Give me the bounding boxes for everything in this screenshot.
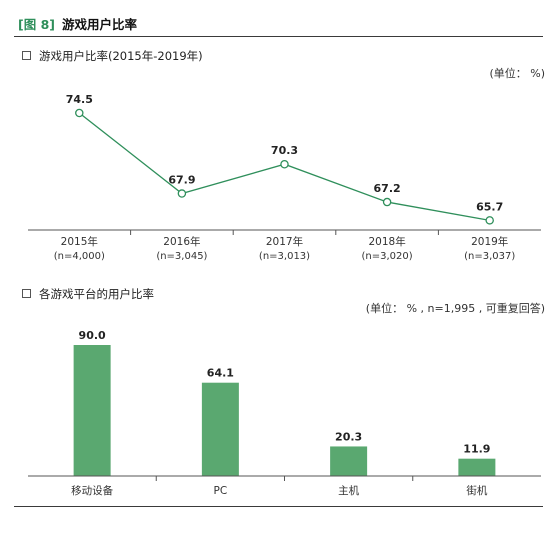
data-label: 65.7 bbox=[476, 200, 503, 213]
figure-header: [图 8] 游戏用户比率 bbox=[14, 14, 543, 36]
data-label: 90.0 bbox=[79, 329, 106, 342]
sample-size-label: (n=4,000) bbox=[54, 251, 105, 262]
x-tick-label: 2015年 bbox=[61, 235, 98, 248]
sample-size-label: (n=3,013) bbox=[259, 251, 310, 262]
x-tick-label: 2017年 bbox=[266, 235, 303, 248]
square-bullet-icon bbox=[22, 51, 31, 60]
sample-size-label: (n=3,037) bbox=[464, 251, 515, 262]
data-point bbox=[382, 197, 392, 207]
data-point bbox=[75, 108, 84, 118]
sample-size-label: (n=3,020) bbox=[362, 251, 413, 262]
bottom-divider bbox=[14, 506, 543, 507]
bar bbox=[73, 345, 111, 476]
data-label: 11.9 bbox=[463, 443, 490, 456]
x-tick-label: 2016年 bbox=[163, 235, 200, 248]
x-tick-label: PC bbox=[214, 485, 228, 497]
x-tick-label: 主机 bbox=[338, 484, 359, 497]
data-label: 74.5 bbox=[66, 93, 93, 106]
bar bbox=[330, 446, 368, 476]
x-tick-label: 2018年 bbox=[368, 235, 405, 248]
figure-tag: [图 8] bbox=[18, 17, 55, 32]
sample-size-label: (n=3,045) bbox=[156, 251, 207, 262]
bar-chart-unit: (单位： % , n=1,995 , 可重复回答) bbox=[365, 302, 545, 315]
header-divider bbox=[14, 36, 543, 37]
line-chart: 74.5 2015年 (n=4,000) 67.9 2016年 (n=3,045) 70.3… bbox=[28, 93, 541, 262]
x-tick-label: 街机 bbox=[466, 484, 487, 497]
line-chart-title: 游戏用户比率(2015年-2019年) bbox=[22, 48, 203, 64]
data-label: 67.2 bbox=[374, 182, 401, 195]
bar-chart-title: 各游戏平台的用户比率 bbox=[22, 286, 154, 302]
data-label: 67.9 bbox=[168, 174, 195, 187]
data-label: 20.3 bbox=[335, 430, 362, 443]
data-point bbox=[280, 159, 289, 169]
bar-chart-title-text: 各游戏平台的用户比率 bbox=[39, 287, 154, 301]
x-tick-label: 2019年 bbox=[471, 235, 508, 248]
data-label: 64.1 bbox=[207, 367, 234, 380]
line-chart-unit: (单位： %) bbox=[489, 67, 545, 80]
data-point bbox=[177, 189, 187, 198]
square-bullet-icon bbox=[22, 289, 31, 298]
line-chart-title-text: 游戏用户比率(2015年-2019年) bbox=[39, 49, 203, 63]
bar bbox=[458, 458, 496, 476]
data-label: 70.3 bbox=[271, 144, 298, 157]
bar bbox=[201, 382, 239, 476]
data-point bbox=[485, 216, 494, 225]
x-tick-label: 移动设备 bbox=[71, 484, 113, 497]
figure-title: 游戏用户比率 bbox=[62, 17, 138, 32]
